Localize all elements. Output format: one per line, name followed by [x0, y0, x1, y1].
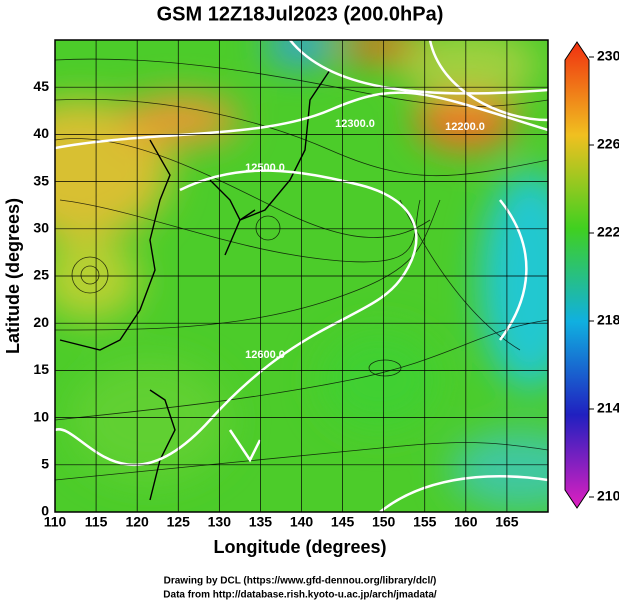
y-tick-label: 10: [33, 408, 49, 424]
colorbar-tick-label: 226: [597, 136, 619, 152]
y-axis-label: Latitude (degrees): [3, 198, 23, 354]
y-tick-label: 40: [33, 125, 49, 141]
coastline: [59, 69, 331, 501]
x-tick-label: 115: [85, 514, 108, 530]
x-tick-label: 145: [331, 514, 355, 530]
y-tick-label: 30: [33, 220, 49, 236]
x-tick-label: 155: [413, 514, 437, 530]
x-tick-label: 140: [290, 514, 314, 530]
field: [55, 40, 548, 512]
colorbar-tick-label: 222: [597, 224, 619, 240]
colorbar-tick-label: 214: [597, 400, 619, 416]
x-tick-label: 110: [44, 514, 67, 530]
x-axis-label: Longitude (degrees): [213, 537, 386, 557]
x-tick-label: 165: [495, 514, 519, 530]
x-tick-label: 135: [249, 514, 273, 530]
x-tick-label: 130: [208, 514, 232, 530]
contour-label: 12300.0: [335, 118, 375, 130]
y-tick-label: 20: [33, 314, 49, 330]
credit: Drawing by DCL (https://www.gfd-dennou.o…: [164, 576, 437, 587]
y-tick-label: 0: [41, 503, 49, 519]
contour-label: 12200.0: [445, 121, 485, 133]
credit: Data from http://database.rish.kyoto-u.a…: [163, 590, 437, 601]
colorbar: [564, 41, 590, 509]
plot-frame: [54, 39, 549, 513]
x-tick-label: 150: [372, 514, 396, 530]
y-tick-label: 25: [33, 267, 49, 283]
colorbar-tick-label: 210: [597, 488, 619, 504]
y-tick-label: 45: [33, 78, 49, 94]
x-tick-label: 125: [167, 514, 191, 530]
y-tick-label: 15: [33, 361, 49, 377]
y-tick-label: 5: [41, 456, 49, 472]
contour-label: 12600.0: [245, 349, 285, 361]
contour-label: 12500.0: [245, 162, 285, 174]
x-tick-label: 120: [125, 514, 149, 530]
colorbar-tick-label: 218: [597, 312, 619, 328]
y-tick-label: 35: [33, 172, 49, 188]
title: GSM 12Z18Jul2023 (200.0hPa): [157, 3, 444, 25]
x-tick-label: 160: [454, 514, 478, 530]
streamlines: [55, 58, 548, 481]
colorbar-tick-label: 230: [597, 48, 619, 64]
